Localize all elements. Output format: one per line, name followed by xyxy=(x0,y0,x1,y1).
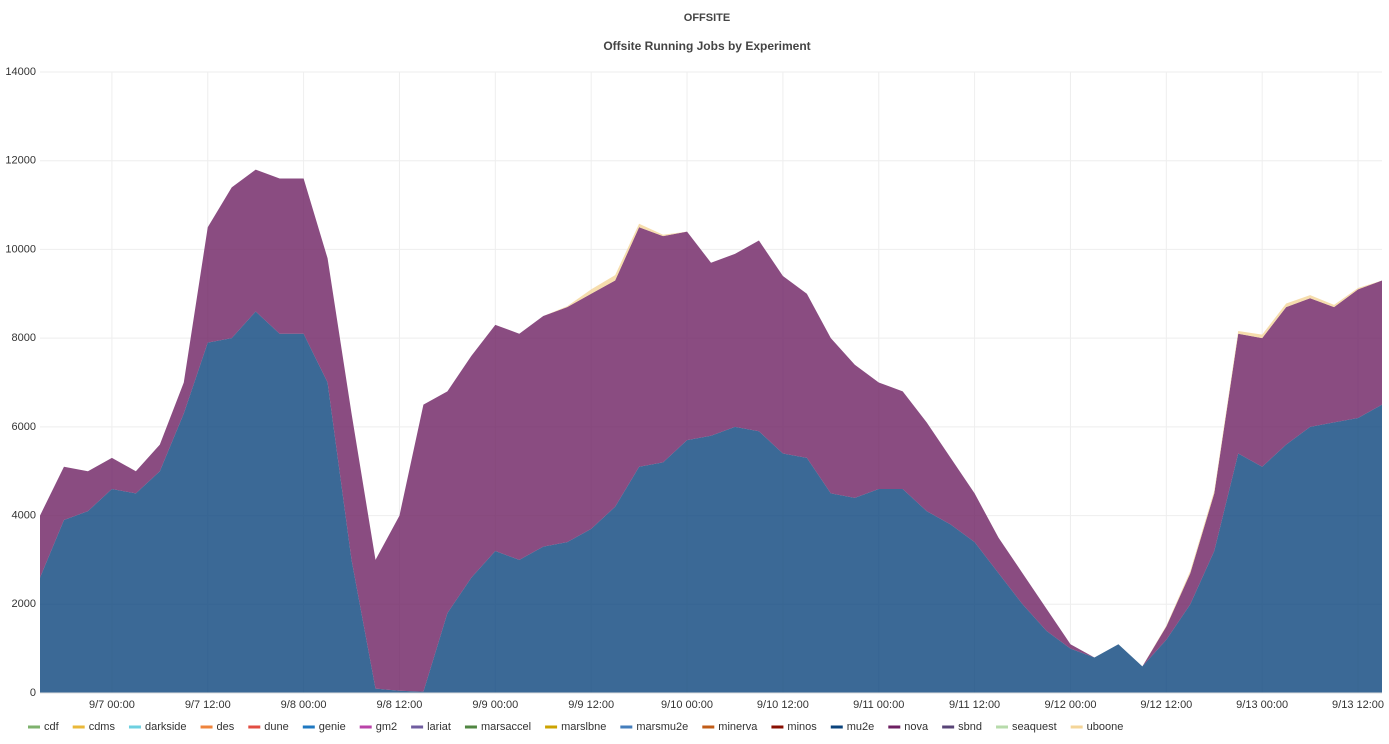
y-tick-label: 10000 xyxy=(5,243,36,255)
x-tick-label: 9/13 12:00 xyxy=(1332,699,1384,711)
x-tick-label: 9/7 12:00 xyxy=(185,699,231,711)
x-tick-label: 9/7 00:00 xyxy=(89,699,135,711)
legend-label: lariat xyxy=(427,721,451,733)
legend-label: uboone xyxy=(1087,721,1124,733)
legend-label: marsmu2e xyxy=(636,721,688,733)
legend-label: cdf xyxy=(44,721,60,733)
x-tick-label: 9/11 00:00 xyxy=(853,699,904,711)
y-tick-label: 6000 xyxy=(12,421,36,433)
y-tick-label: 0 xyxy=(30,687,36,699)
chart-subtitle: Offsite Running Jobs by Experiment xyxy=(603,39,810,53)
legend-label: seaquest xyxy=(1012,721,1057,733)
legend-label: genie xyxy=(319,721,346,733)
legend-label: mu2e xyxy=(847,721,875,733)
legend-label: darkside xyxy=(145,721,187,733)
y-tick-label: 12000 xyxy=(5,155,36,167)
legend-label: marsaccel xyxy=(481,721,531,733)
legend-label: minos xyxy=(787,721,817,733)
x-tick-label: 9/8 00:00 xyxy=(281,699,327,711)
legend-label: des xyxy=(217,721,235,733)
legend-label: minerva xyxy=(718,721,758,733)
x-tick-label: 9/9 12:00 xyxy=(568,699,614,711)
x-tick-label: 9/11 12:00 xyxy=(949,699,1000,711)
x-tick-label: 9/10 00:00 xyxy=(661,699,713,711)
legend-label: sbnd xyxy=(958,721,982,733)
y-tick-label: 14000 xyxy=(5,66,36,78)
legend-label: gm2 xyxy=(376,721,397,733)
x-tick-label: 9/8 12:00 xyxy=(377,699,423,711)
area xyxy=(40,311,1382,693)
y-tick-label: 2000 xyxy=(12,598,36,610)
legend-label: nova xyxy=(904,721,929,733)
x-tick-label: 9/9 00:00 xyxy=(472,699,518,711)
legend-label: dune xyxy=(264,721,288,733)
x-tick-label: 9/13 00:00 xyxy=(1236,699,1288,711)
legend-label: marslbne xyxy=(561,721,606,733)
y-tick-label: 4000 xyxy=(12,509,36,521)
chart-title: OFFSITE xyxy=(684,12,730,24)
x-tick-label: 9/12 00:00 xyxy=(1044,699,1096,711)
y-tick-label: 8000 xyxy=(12,332,36,344)
x-tick-label: 9/10 12:00 xyxy=(757,699,809,711)
x-tick-label: 9/12 12:00 xyxy=(1140,699,1192,711)
area xyxy=(40,169,1382,692)
legend-label: cdms xyxy=(89,721,116,733)
